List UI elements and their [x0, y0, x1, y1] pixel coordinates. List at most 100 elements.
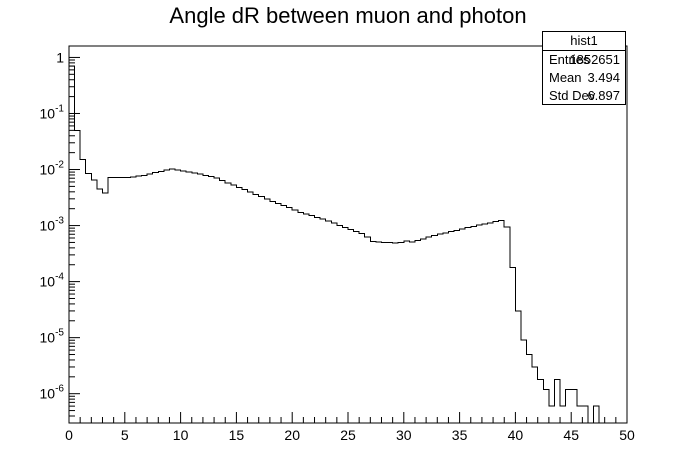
histogram-bin — [365, 237, 371, 423]
histogram-bin — [331, 223, 337, 423]
histogram-bin — [370, 241, 376, 423]
histogram-bin — [203, 175, 209, 423]
histogram-bin — [443, 233, 449, 423]
stats-stddev-label: Std Dev — [549, 88, 596, 103]
axes — [68, 45, 628, 424]
histogram-bin — [538, 379, 544, 423]
histogram-bin — [236, 187, 242, 423]
y-tick-label: 10-2 — [40, 160, 65, 178]
histogram-bin — [510, 267, 516, 423]
histogram-bin — [214, 178, 220, 423]
x-tick-label: 25 — [340, 427, 356, 443]
histogram-bin — [91, 180, 97, 423]
histogram-bin — [521, 340, 527, 423]
histogram-bin — [426, 237, 432, 423]
histogram-bin — [577, 406, 583, 423]
histogram-bin — [192, 173, 198, 423]
y-tick-label-exponent: -2 — [55, 160, 64, 171]
histogram-bin — [153, 173, 159, 423]
y-tick-label-exponent: -4 — [55, 272, 64, 283]
y-tick-label-base: 10 — [40, 162, 56, 178]
histogram-bin — [108, 178, 114, 423]
histogram-bin — [259, 197, 265, 423]
histogram-bin — [359, 234, 365, 423]
histogram-bin — [393, 243, 399, 423]
tick-labels: 0 5 10 15 20 25 30 35 40 45 50110-110-210-310-410-… — [40, 49, 635, 443]
x-tick-label: 40 — [508, 427, 524, 443]
y-tick-label-base: 10 — [40, 274, 56, 290]
histogram-bin — [337, 226, 343, 423]
histogram-bin — [298, 213, 304, 423]
histogram-bin — [549, 406, 555, 423]
stats-mean-value: 3.494 — [587, 70, 620, 85]
y-tick-label: 10-3 — [40, 216, 65, 234]
y-tick-label: 10-6 — [40, 384, 65, 402]
histogram-bin — [242, 190, 248, 423]
histogram-bin — [264, 199, 270, 423]
histogram-bin — [493, 222, 499, 423]
y-tick-label-exponent: -3 — [55, 216, 64, 227]
histogram-bin — [476, 225, 482, 423]
histogram-bin — [381, 242, 387, 423]
histogram-bin — [376, 242, 382, 423]
x-tick-label: 35 — [452, 427, 468, 443]
histogram-bin — [125, 178, 131, 423]
histogram-bin — [387, 242, 393, 423]
histogram-bin — [309, 216, 315, 423]
histogram-bin — [326, 221, 332, 423]
histogram-bin — [80, 160, 86, 423]
histogram-bin — [175, 170, 181, 423]
histogram-bin — [504, 227, 510, 423]
histogram-bin — [482, 224, 488, 423]
histogram-bin — [186, 172, 192, 423]
histogram-bin — [142, 175, 148, 423]
histogram-series — [68, 65, 605, 424]
chart-title: Angle dR between muon and photon — [169, 3, 527, 28]
histogram-bin — [532, 367, 538, 423]
histogram-bin — [270, 201, 276, 423]
histogram-bin — [220, 180, 226, 423]
histogram-bin — [499, 221, 505, 423]
histogram-bin — [320, 219, 326, 423]
histogram-bin — [465, 228, 471, 423]
stats-row-mean: Mean 3.494 — [543, 69, 625, 87]
histogram-bin — [471, 226, 477, 423]
stats-entries-label: Entries — [549, 52, 590, 67]
histogram-bin — [515, 311, 521, 423]
histogram-bin — [119, 178, 125, 423]
histogram-bin — [566, 389, 572, 423]
y-tick-label: 1 — [56, 49, 64, 65]
y-tick-label-base: 10 — [40, 330, 56, 346]
histogram-bin — [348, 230, 354, 423]
histogram-bin — [571, 389, 577, 423]
histogram-bin — [114, 178, 120, 423]
stats-row-stddev: Std Dev 6.897 — [543, 87, 625, 105]
histogram-bin — [415, 241, 421, 423]
x-tick-label: 50 — [619, 427, 635, 443]
histogram-bin — [275, 203, 281, 423]
histogram-bin — [594, 406, 600, 423]
y-tick-label-exponent: -1 — [55, 103, 64, 114]
stats-stddev-value: 6.897 — [587, 88, 620, 103]
y-tick-label: 10-5 — [40, 328, 65, 346]
x-tick-label: 0 — [65, 427, 73, 443]
histogram-bin — [69, 66, 75, 423]
stats-entries-value: 1852651 — [569, 52, 620, 67]
histogram-bin — [315, 217, 321, 423]
histogram-bin — [102, 193, 108, 423]
histogram-bin — [169, 169, 175, 423]
histogram-bin — [303, 214, 309, 423]
histogram-bin — [164, 170, 170, 423]
histogram-bin — [398, 242, 404, 423]
histogram-bin — [181, 171, 187, 423]
histogram-bin — [448, 232, 454, 423]
histogram-outline — [68, 65, 605, 424]
histogram-bin — [75, 130, 81, 423]
y-tick-label: 10-4 — [40, 272, 65, 290]
x-tick-label: 15 — [229, 427, 245, 443]
x-tick-label: 20 — [284, 427, 300, 443]
histogram-bin — [253, 194, 259, 423]
histogram-bin — [437, 234, 443, 423]
histogram-bin — [287, 208, 293, 423]
